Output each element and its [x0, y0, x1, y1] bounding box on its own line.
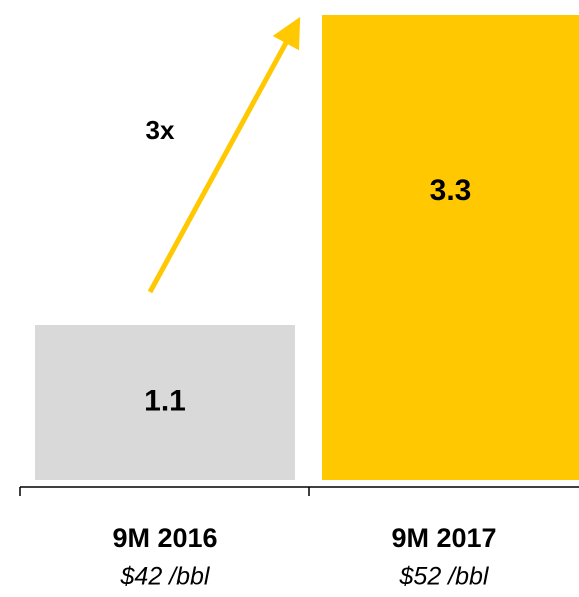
value-label: 1.1	[144, 384, 186, 417]
bar	[35, 325, 295, 480]
x-sublabel: $52 /bbl	[399, 563, 490, 591]
growth-arrow	[147, 16, 301, 294]
x-tick-label: 9M 2017	[391, 523, 496, 553]
x-tick-label: 9M 2016	[112, 523, 217, 553]
x-sublabel: $42 /bbl	[120, 563, 211, 591]
annotation: 3x	[146, 115, 175, 145]
bar	[322, 15, 579, 480]
value-label: 3.3	[430, 174, 472, 207]
